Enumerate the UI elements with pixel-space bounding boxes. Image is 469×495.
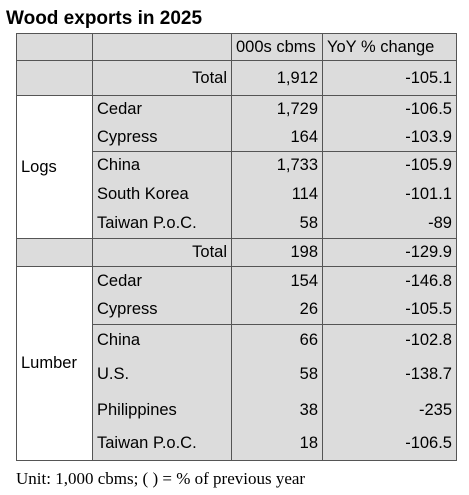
table-row: U.S. 58 -138.7 [17, 355, 457, 394]
logs-total-volume: 1,912 [231, 60, 323, 96]
row-label: U.S. [92, 355, 232, 394]
lumber-total-volume: 198 [231, 238, 323, 267]
table-row: Taiwan P.o.C. 58 -89 [17, 209, 457, 239]
lumber-category-label: Lumber [16, 266, 93, 461]
wood-exports-table: 000s cbms YoY % change Total 1,912 -105.… [16, 33, 457, 461]
header-volume: 000s cbms [231, 33, 323, 61]
lumber-total-label: Total [92, 238, 232, 267]
table-row: China 66 -102.8 [17, 324, 457, 356]
page-title: Wood exports in 2025 [6, 8, 203, 29]
table-row: Philippines 38 -235 [17, 393, 457, 428]
logs-total-label: Total [92, 60, 232, 96]
row-volume: 58 [231, 209, 323, 239]
row-volume: 66 [231, 324, 323, 356]
lumber-total-blank-cell [16, 238, 93, 267]
lumber-total-row: Total 198 -129.9 [16, 238, 457, 267]
row-volume: 18 [231, 427, 323, 461]
table-row: Cypress 26 -105.5 [17, 295, 457, 325]
header-change: YoY % change [322, 33, 457, 61]
row-change: -106.5 [322, 427, 457, 461]
table-row: Cypress 164 -103.9 [17, 123, 457, 152]
row-label: Cypress [92, 123, 232, 152]
row-volume: 154 [231, 266, 323, 296]
row-volume: 38 [231, 393, 323, 428]
row-label: Cypress [92, 295, 232, 325]
row-volume: 1,733 [231, 151, 323, 180]
row-label: Cedar [92, 266, 232, 296]
unit-footnote: Unit: 1,000 cbms; ( ) = % of previous ye… [16, 469, 306, 488]
row-label: China [92, 324, 232, 356]
row-change: -146.8 [322, 266, 457, 296]
logs-total-blank-cell [16, 60, 93, 96]
row-label: Taiwan P.o.C. [92, 427, 232, 461]
row-volume: 26 [231, 295, 323, 325]
row-change: -89 [322, 209, 457, 239]
row-change: -103.9 [322, 123, 457, 152]
header-blank-cell [92, 33, 232, 61]
table-row: Logs Cedar 1,729 -106.5 [16, 95, 457, 239]
row-volume: 58 [231, 355, 323, 394]
row-label: Taiwan P.o.C. [92, 209, 232, 239]
row-volume: 114 [231, 179, 323, 210]
logs-category-label: Logs [16, 95, 93, 239]
header-row: 000s cbms YoY % change [16, 33, 457, 61]
row-change: -106.5 [322, 95, 457, 124]
row-label: Philippines [92, 393, 232, 428]
row-change: -105.5 [322, 295, 457, 325]
lumber-total-change: -129.9 [322, 238, 457, 267]
logs-total-row: Total 1,912 -105.1 [16, 60, 457, 96]
row-change: -138.7 [322, 355, 457, 394]
row-label: China [92, 151, 232, 180]
row-label: South Korea [92, 179, 232, 210]
row-volume: 1,729 [231, 95, 323, 124]
row-label: Cedar [92, 95, 232, 124]
row-change: -235 [322, 393, 457, 428]
logs-total-change: -105.1 [322, 60, 457, 96]
row-change: -102.8 [322, 324, 457, 356]
table-row: China 1,733 -105.9 [17, 151, 457, 180]
header-blank-cell [16, 33, 93, 61]
row-volume: 164 [231, 123, 323, 152]
row-change: -105.9 [322, 151, 457, 180]
table-row: South Korea 114 -101.1 [17, 179, 457, 210]
table-row: Lumber Cedar 154 -146.8 [16, 266, 457, 461]
row-change: -101.1 [322, 179, 457, 210]
table-row: Taiwan P.o.C. 18 -106.5 [17, 427, 457, 461]
